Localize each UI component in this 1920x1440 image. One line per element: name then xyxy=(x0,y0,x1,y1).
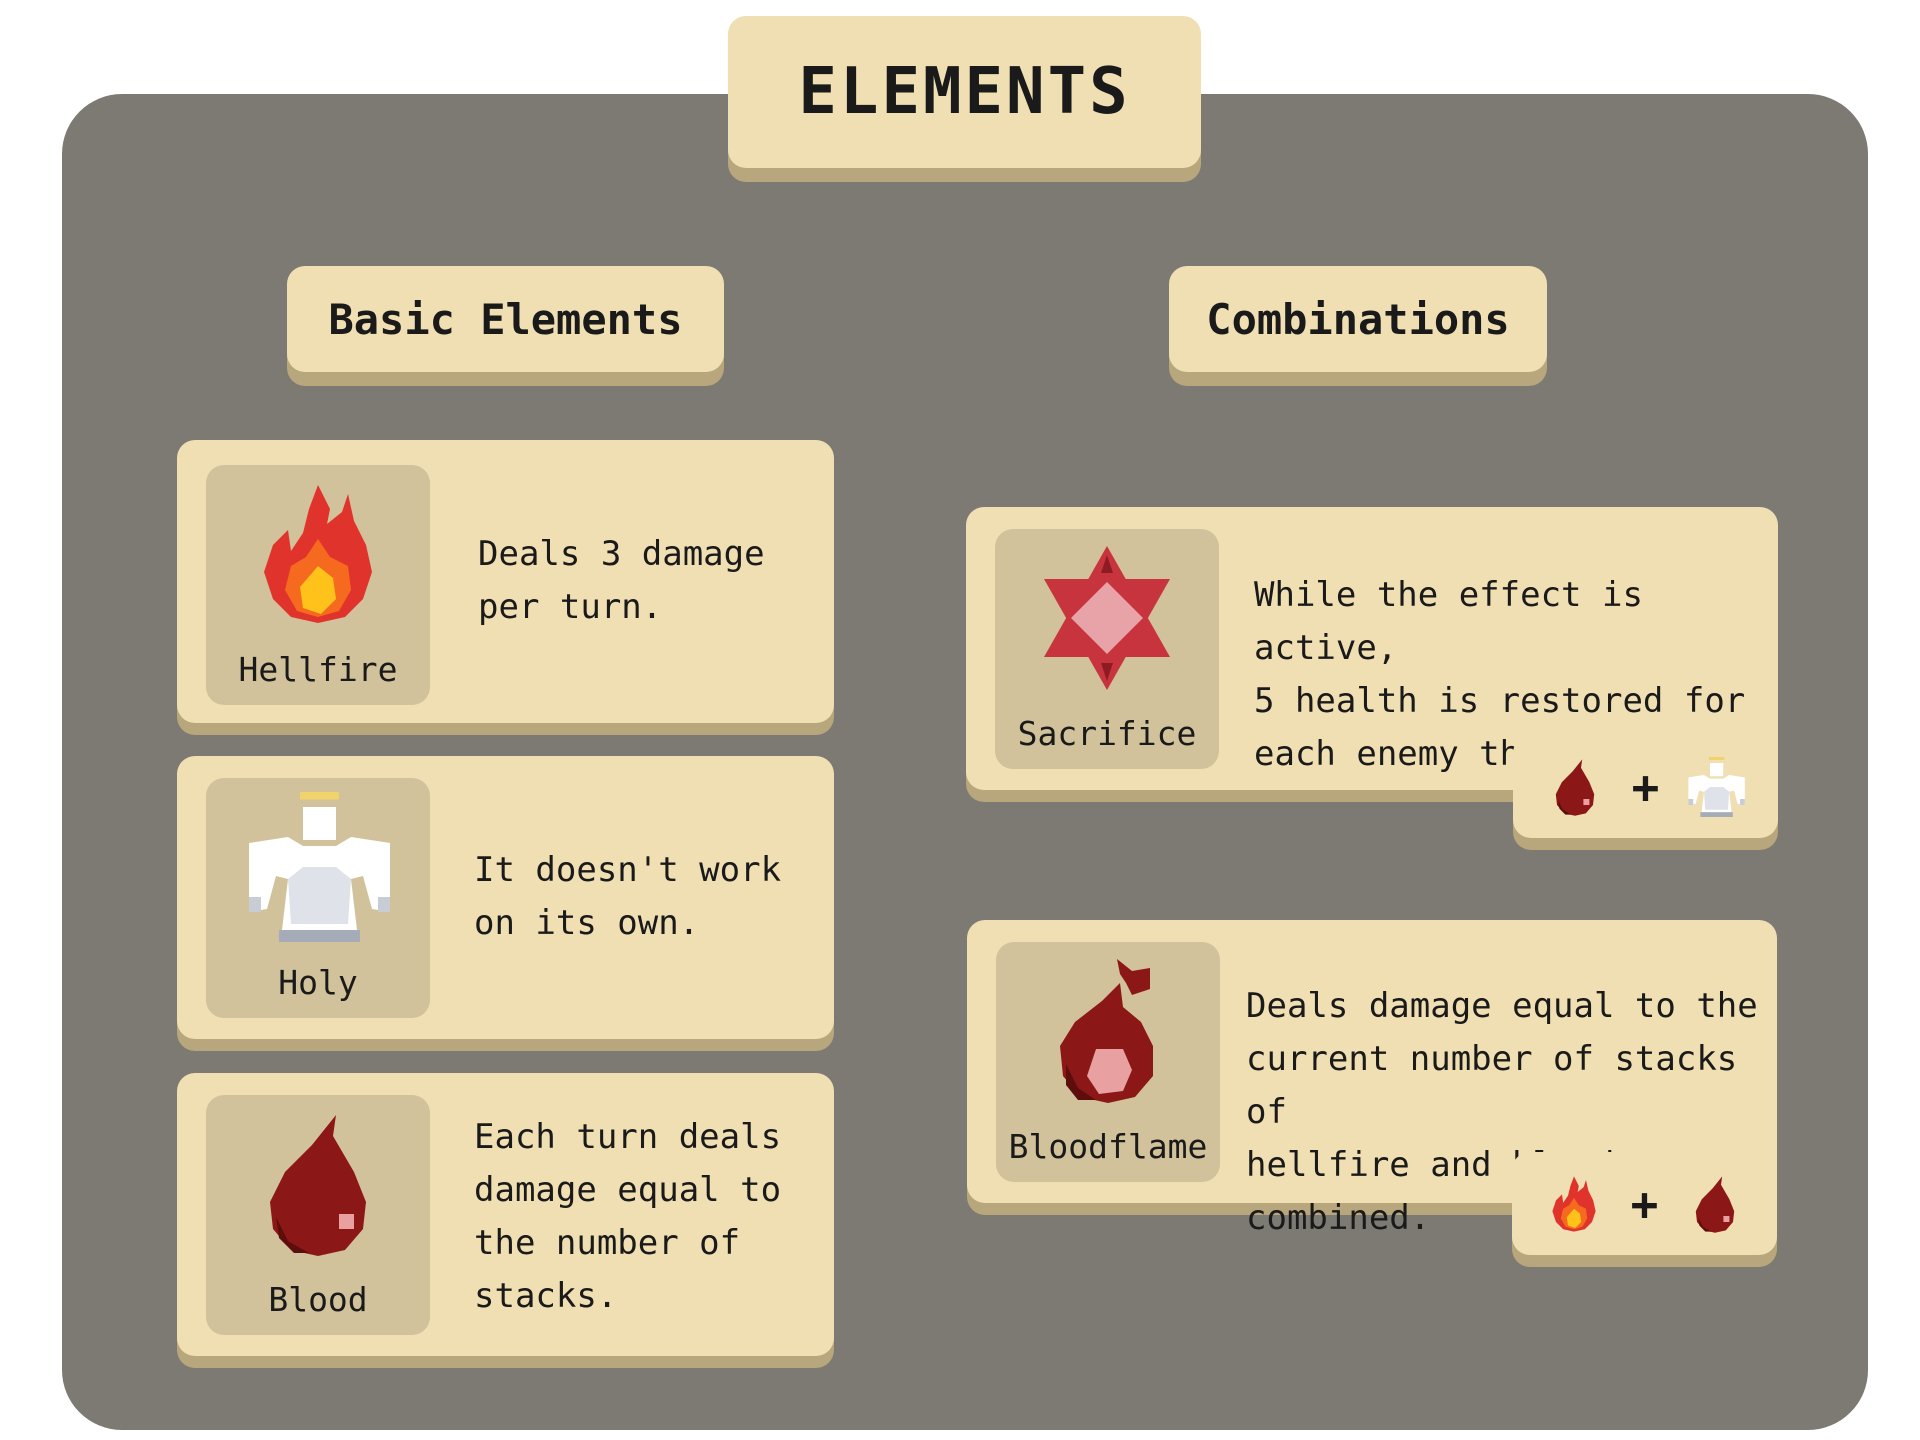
combination-name: Sacrifice xyxy=(1017,714,1197,753)
hexagram-icon xyxy=(1032,543,1182,693)
combination-description: Deals damage equal to the current number… xyxy=(1246,986,1758,1238)
element-description: Deals 3 damage per turn. xyxy=(478,534,765,627)
recipe-bloodflame: + xyxy=(1512,1152,1777,1255)
combination-icon-box: Bloodflame xyxy=(996,942,1220,1182)
element-icon-box: Hellfire xyxy=(206,465,430,705)
combination-card-sacrifice[interactable]: Sacrifice While the effect is active, 5 … xyxy=(966,507,1778,790)
element-card-holy[interactable]: Holy It doesn't work on its own. xyxy=(177,756,834,1039)
angel-icon xyxy=(1686,757,1746,817)
element-description: It doesn't work on its own. xyxy=(474,850,782,943)
element-name: Blood xyxy=(268,1280,368,1319)
element-name: Hellfire xyxy=(238,650,398,689)
blood-drop-icon xyxy=(243,1109,393,1259)
plus-sign: + xyxy=(1631,759,1660,814)
combination-name: Bloodflame xyxy=(1008,1127,1208,1166)
element-description: Each turn deals damage equal to the numb… xyxy=(474,1117,782,1316)
section-title-basic-elements: Basic Elements xyxy=(287,266,724,372)
combination-icon-box: Sacrifice xyxy=(995,529,1219,769)
angel-icon xyxy=(243,792,393,942)
element-card-blood[interactable]: Blood Each turn deals damage equal to th… xyxy=(177,1073,834,1356)
element-card-hellfire[interactable]: Hellfire Deals 3 damage per turn. xyxy=(177,440,834,723)
element-icon-box: Blood xyxy=(206,1095,430,1335)
recipe-sacrifice: + xyxy=(1513,735,1778,838)
page-title: ELEMENTS xyxy=(728,16,1201,168)
section-title-combinations: Combinations xyxy=(1169,266,1547,372)
plus-sign: + xyxy=(1630,1176,1659,1231)
flame-icon xyxy=(243,479,393,629)
bloodflame-icon xyxy=(1033,956,1183,1106)
blood-drop-icon xyxy=(1685,1174,1745,1234)
element-name: Holy xyxy=(278,963,358,1002)
flame-icon xyxy=(1544,1174,1604,1234)
element-icon-box: Holy xyxy=(206,778,430,1018)
blood-drop-icon xyxy=(1545,757,1605,817)
